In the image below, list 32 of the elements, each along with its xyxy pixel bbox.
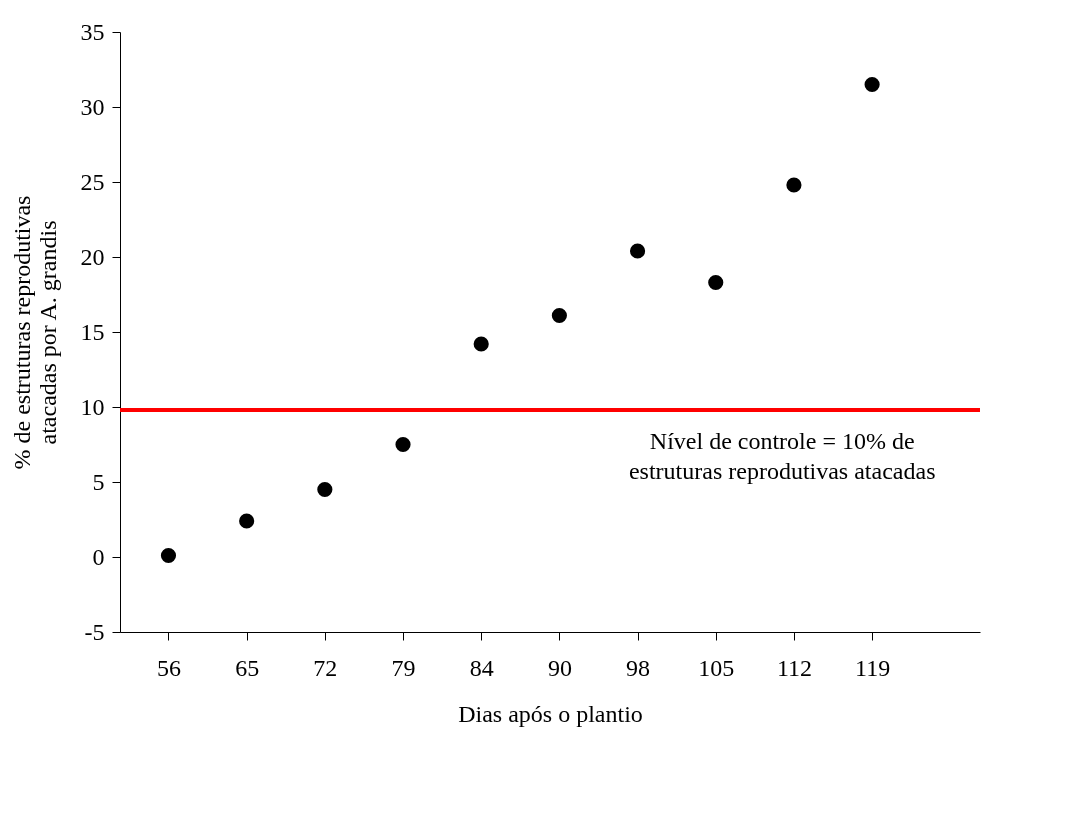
x-axis-title: Dias após o plantio (458, 700, 643, 727)
point (395, 436, 411, 453)
x-tick-label: 79 (391, 654, 416, 681)
y-tick-label: -5 (84, 618, 105, 645)
x-tick-label: 119 (855, 654, 891, 681)
x-tick-label: 105 (698, 654, 735, 681)
x-tick-label: 65 (235, 654, 260, 681)
y-tick-label: 15 (80, 318, 105, 345)
point (786, 177, 802, 193)
point (551, 307, 567, 324)
x-tick-label: 56 (156, 654, 181, 681)
x-tick-label: 72 (313, 654, 338, 681)
x-tick-label: 98 (626, 654, 651, 681)
y-tick-label: 0 (92, 543, 105, 570)
y-tick-label: 35 (80, 18, 105, 45)
y-tick-label: 30 (80, 93, 105, 120)
y-axis-title: % de estruturas reprodutivas atacadas por A. grandis (8, 195, 61, 470)
y-tick-label: 25 (80, 168, 105, 195)
x-tick-label: 90 (547, 654, 572, 681)
point (629, 243, 646, 259)
point (864, 76, 880, 93)
y-tick-label: 10 (80, 393, 105, 420)
y-tick-label: 5 (92, 468, 105, 495)
ref-line-label: Nível de controle = 10% de estruturas reprodutivas atacadas (628, 428, 936, 484)
point (317, 481, 333, 498)
y-tick-label: 20 (80, 243, 105, 270)
point (473, 336, 489, 352)
x-tick-label: 84 (469, 654, 494, 681)
point (160, 547, 177, 564)
point (708, 274, 724, 291)
x-tick-label: 112 (776, 654, 812, 681)
point (239, 513, 255, 529)
